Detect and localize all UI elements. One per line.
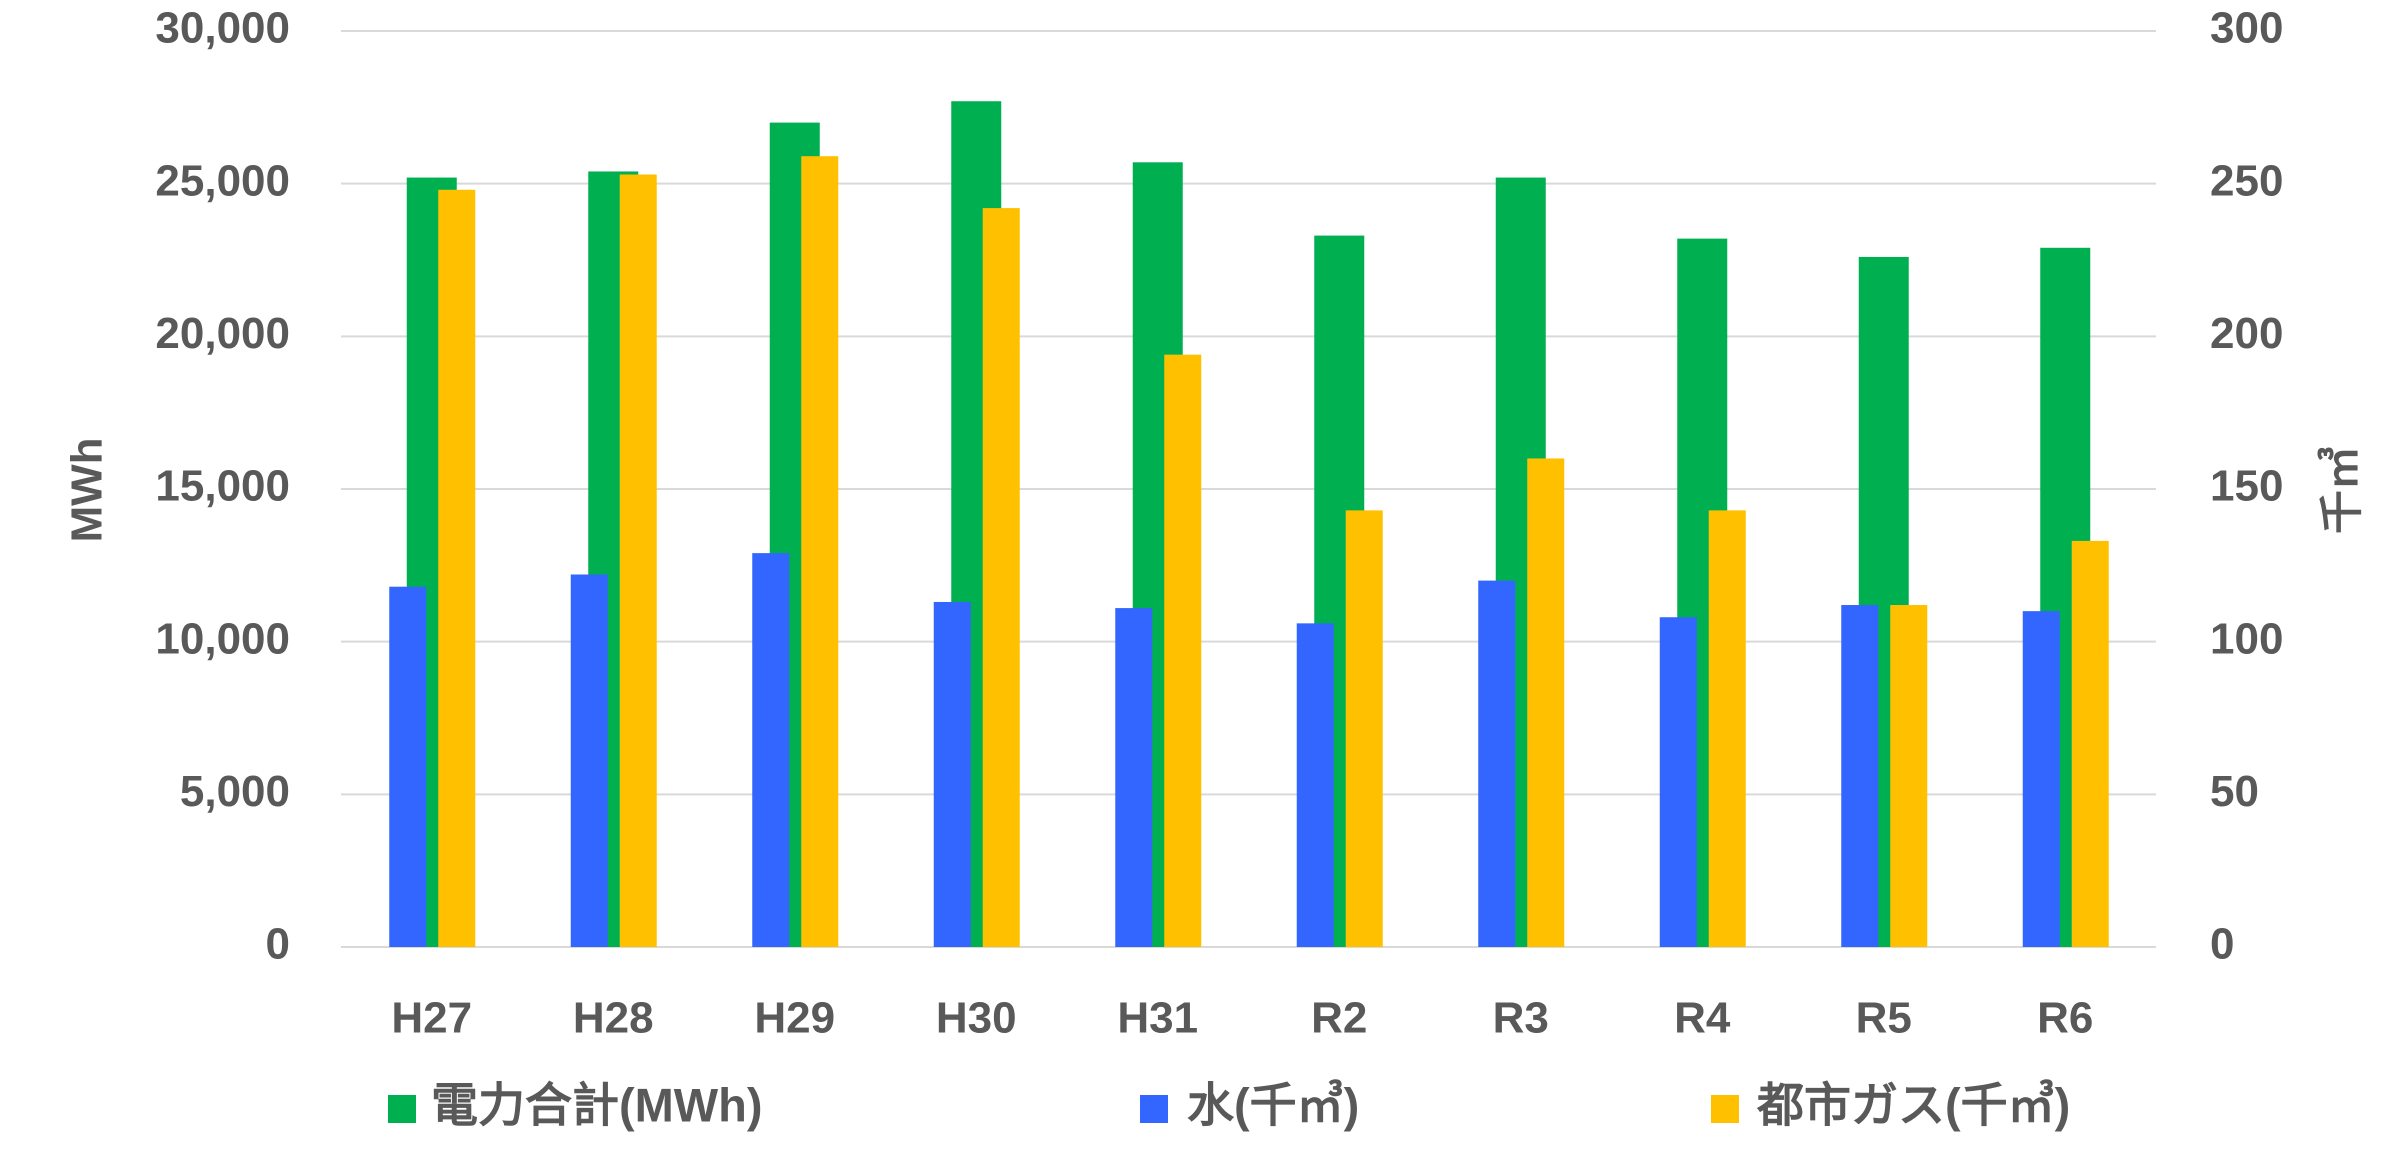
- bar-water-r6: [2022, 611, 2060, 947]
- y-tick-label: 0: [266, 920, 290, 969]
- legend-item-water: 水(千㎥): [1140, 1078, 1359, 1131]
- bar-water-h30: [933, 601, 971, 947]
- bar-gas-h30: [982, 208, 1020, 948]
- x-category-label: H29: [754, 994, 835, 1043]
- bar-gas-r6: [2071, 540, 2109, 947]
- legend-item-electricity: 電力合計(MWh): [388, 1078, 763, 1131]
- bar-gas-r4: [1708, 510, 1746, 947]
- bar-gas-h29: [801, 156, 839, 948]
- bar-water-h31: [1115, 608, 1153, 947]
- y2-tick-label: 250: [2210, 156, 2283, 205]
- legend-item-gas: 都市ガス(千㎥): [1711, 1078, 2070, 1131]
- y-tick-label: 10,000: [155, 614, 290, 663]
- y2-tick-label: 300: [2210, 4, 2283, 53]
- x-category-label: H30: [936, 994, 1017, 1043]
- x-category-label: R6: [2037, 994, 2093, 1043]
- y2-tick-label: 100: [2210, 614, 2283, 663]
- bar-gas-r2: [1345, 510, 1383, 947]
- bar-water-r4: [1659, 617, 1697, 947]
- bar-gas-h31: [1164, 354, 1202, 947]
- bar-water-h27: [389, 586, 427, 947]
- y2-tick-label: 200: [2210, 309, 2283, 358]
- y-tick-label: 30,000: [155, 4, 290, 53]
- y-tick-label: 15,000: [155, 462, 290, 511]
- bar-gas-r5: [1890, 605, 1928, 947]
- x-category-label: H27: [391, 994, 472, 1043]
- y-tick-label: 20,000: [155, 309, 290, 358]
- legend-swatch-gas: [1711, 1095, 1739, 1123]
- x-category-label: R5: [1856, 994, 1912, 1043]
- x-category-label: R2: [1311, 994, 1367, 1043]
- legend-label-water: 水(千㎥): [1187, 1078, 1359, 1131]
- bars: [389, 101, 2109, 948]
- category-labels: H27 H28 H29 H30 H31 R2 R3 R4 R5 R6: [391, 994, 2093, 1043]
- y-axis-title: MWh: [63, 437, 112, 542]
- bar-water-r5: [1841, 605, 1879, 947]
- y2-tick-label: 50: [2210, 767, 2259, 816]
- legend: 電力合計(MWh) 水(千㎥) 都市ガス(千㎥): [388, 1078, 2070, 1131]
- bar-water-h28: [570, 574, 608, 947]
- bar-water-r2: [1296, 623, 1334, 947]
- x-category-label: H28: [573, 994, 654, 1043]
- y-tick-label: 25,000: [155, 156, 290, 205]
- x-category-label: R4: [1674, 994, 1731, 1043]
- legend-label-gas: 都市ガス(千㎥): [1756, 1078, 2070, 1131]
- bar-water-r3: [1478, 580, 1516, 947]
- legend-swatch-electricity: [388, 1095, 416, 1123]
- legend-swatch-water: [1140, 1095, 1168, 1123]
- x-category-label: H31: [1117, 994, 1198, 1043]
- y2-tick-label: 0: [2210, 920, 2234, 969]
- x-category-label: R3: [1493, 994, 1549, 1043]
- bar-water-h29: [752, 553, 790, 947]
- tick-labels: 0 0 5,000 50 10,000 100 15,000 150 20,000 200 25,0…: [155, 4, 2283, 969]
- bar-gas-h27: [438, 189, 476, 948]
- y2-axis-title: 千㎥: [2317, 446, 2367, 534]
- bar-gas-h28: [619, 174, 657, 948]
- legend-label-electricity: 電力合計(MWh): [431, 1078, 763, 1131]
- y-tick-label: 5,000: [180, 767, 290, 816]
- bar-gas-r3: [1527, 458, 1565, 947]
- y2-tick-label: 150: [2210, 462, 2283, 511]
